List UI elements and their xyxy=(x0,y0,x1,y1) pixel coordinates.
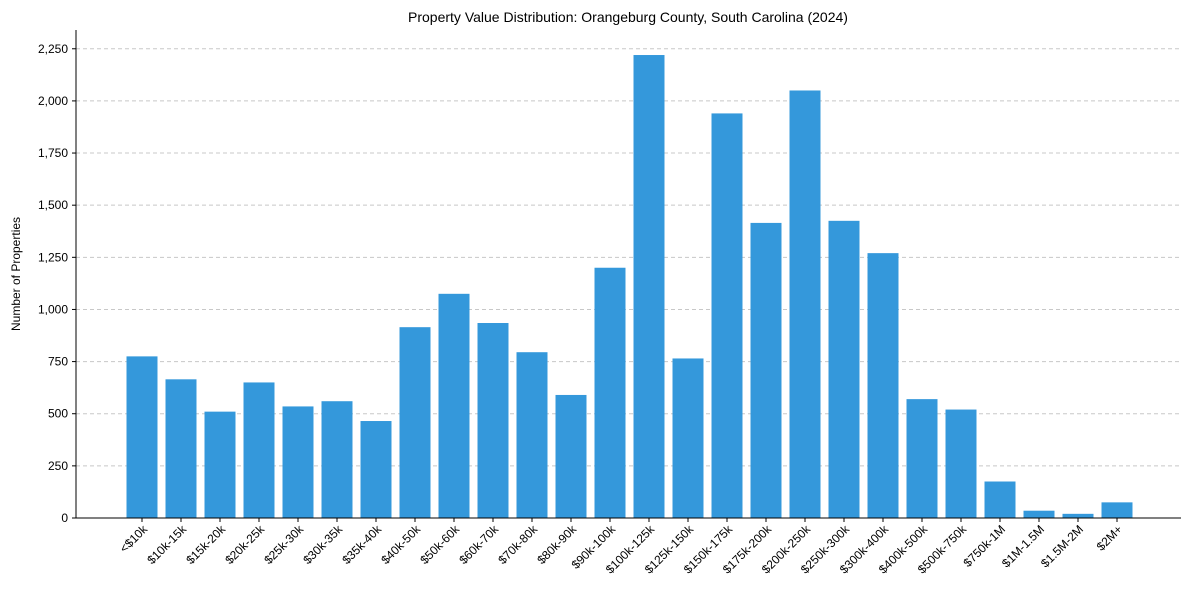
bar xyxy=(126,356,158,518)
y-axis-ticks: 0 250 500 750 1,000 1,250 1,500 1,750 2,000 2,250 xyxy=(38,42,76,525)
x-tick-label: $15k-20k xyxy=(183,522,229,568)
y-tick-label: 0 xyxy=(61,511,68,525)
bar xyxy=(633,55,665,519)
x-tick-label: <$10k xyxy=(117,522,151,556)
bar xyxy=(984,481,1016,518)
x-tick-label: $25k-30k xyxy=(261,522,307,568)
bar xyxy=(477,323,509,518)
bar xyxy=(438,293,470,518)
x-tick-label: $35k-40k xyxy=(339,522,385,568)
bar xyxy=(1062,513,1094,518)
bar xyxy=(399,327,431,518)
bar xyxy=(1023,510,1055,518)
bar xyxy=(594,267,626,518)
bar xyxy=(750,222,782,518)
x-tick-label: $50k-60k xyxy=(417,522,463,568)
x-tick-label: $40k-50k xyxy=(378,522,424,568)
bar xyxy=(711,113,743,519)
x-tick-label: $1.5M-2M xyxy=(1038,522,1086,570)
bar xyxy=(867,253,899,518)
x-tick-label: $20k-25k xyxy=(222,522,268,568)
grid-lines xyxy=(76,48,1181,467)
y-tick-label: 1,500 xyxy=(38,198,68,212)
bar xyxy=(243,382,275,518)
x-tick-label: $10k-15k xyxy=(144,522,190,568)
bars xyxy=(126,55,1133,519)
y-tick-label: 250 xyxy=(48,459,68,473)
y-tick-label: 1,750 xyxy=(38,146,68,160)
y-tick-label: 500 xyxy=(48,407,68,421)
bar xyxy=(165,379,197,518)
y-tick-label: 750 xyxy=(48,355,68,369)
bar xyxy=(204,411,236,518)
bar xyxy=(1101,502,1133,518)
bar xyxy=(672,358,704,518)
y-tick-label: 1,000 xyxy=(38,302,68,316)
bar xyxy=(906,399,938,518)
bar xyxy=(321,401,353,518)
bar xyxy=(945,409,977,518)
x-tick-label: $70k-80k xyxy=(495,522,541,568)
y-tick-label: 2,000 xyxy=(38,94,68,108)
bar xyxy=(828,220,860,519)
y-tick-label: 2,250 xyxy=(38,42,68,56)
chart-title: Property Value Distribution: Orangeburg … xyxy=(408,9,848,25)
bar xyxy=(516,352,548,518)
y-axis-label: Number of Properties xyxy=(9,217,23,331)
x-axis-ticks: <$10k$10k-15k$15k-20k$20k-25k$25k-30k$30… xyxy=(117,518,1125,576)
bar xyxy=(360,421,392,518)
bar xyxy=(555,394,587,518)
x-tick-label: $2M+ xyxy=(1094,522,1125,553)
x-tick-label: $30k-35k xyxy=(300,522,346,568)
x-tick-label: $60k-70k xyxy=(456,522,502,568)
bar xyxy=(789,90,821,518)
bar xyxy=(282,406,314,518)
y-tick-label: 1,250 xyxy=(38,250,68,264)
